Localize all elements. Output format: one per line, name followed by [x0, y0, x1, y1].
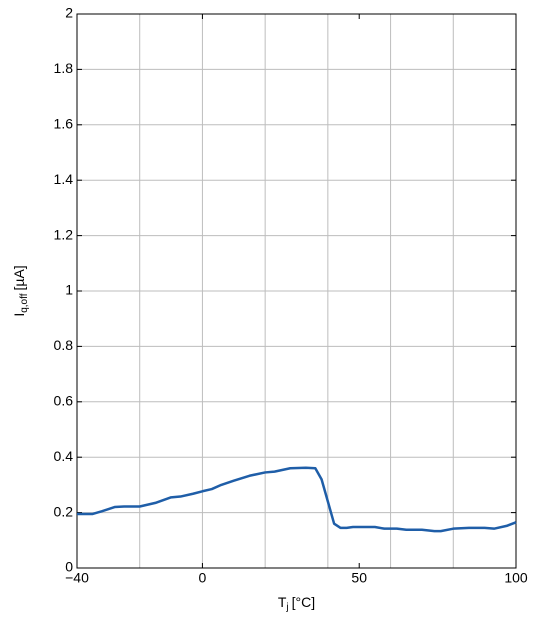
y-tick-label: 1 — [65, 282, 73, 298]
y-axis-label: Iq,off [µA] — [11, 265, 30, 316]
y-tick-label: 0.6 — [54, 393, 74, 409]
y-tick-label: 0 — [65, 559, 73, 575]
y-axis-label-unit: [µA] — [11, 265, 27, 290]
x-axis-label-unit: [°C] — [292, 594, 316, 610]
y-tick-label: 0.8 — [54, 337, 74, 353]
x-tick-label: 0 — [199, 570, 207, 586]
x-tick-label: 100 — [504, 570, 528, 586]
y-axis-label-main: I — [11, 313, 27, 317]
x-axis-label-main: T — [278, 594, 287, 610]
plot-frame — [76, 13, 517, 569]
y-tick-label: 1.6 — [54, 116, 74, 132]
y-tick-label: 2 — [65, 5, 73, 21]
x-tick-label: −40 — [65, 570, 89, 586]
data-line — [77, 466, 517, 533]
y-tick-label: 1.2 — [54, 226, 74, 242]
y-tick-label: 0.2 — [54, 503, 74, 519]
y-tick-label: 1.8 — [54, 60, 74, 76]
x-axis-label: Tj [°C] — [278, 594, 315, 613]
y-axis-label-sub: q,off — [19, 293, 30, 312]
y-tick-label: 1.4 — [54, 171, 74, 187]
y-tick-label: 0.4 — [54, 448, 74, 464]
x-axis-label-sub: j — [285, 602, 288, 613]
x-tick-label: 50 — [351, 570, 367, 586]
